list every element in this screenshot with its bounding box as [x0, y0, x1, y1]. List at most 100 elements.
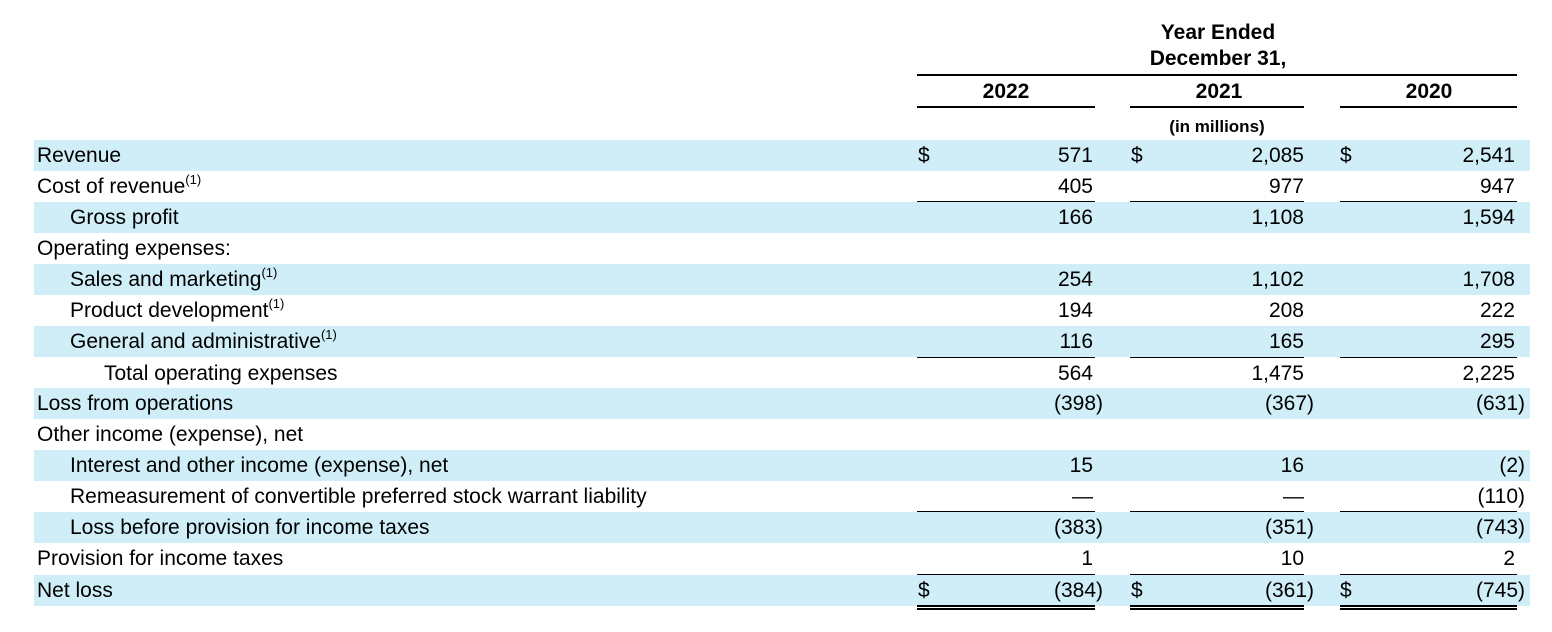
period-header-line2: December 31,: [1149, 47, 1287, 70]
row-label-text: Total operating expenses: [104, 362, 338, 385]
row-label: Other income (expense), net: [37, 419, 303, 450]
row-label: Loss before provision for income taxes: [70, 512, 430, 543]
table-row: Gross profit 166 1,108 1,594: [34, 202, 1530, 233]
row-label: Cost of revenue(1): [37, 171, 201, 202]
row-label: Operating expenses:: [37, 233, 231, 264]
cell-value: 1,475: [1251, 362, 1304, 385]
row-label: Remeasurement of convertible preferred s…: [70, 481, 647, 512]
row-label: Interest and other income (expense), net: [70, 450, 448, 481]
cell-value: (110): [1477, 485, 1525, 508]
cell-value: 166: [1057, 206, 1093, 229]
cell-value: 208: [1268, 299, 1304, 322]
cell-value: (351): [1264, 516, 1314, 539]
footnote-marker: (1): [185, 172, 202, 187]
column-rule-2020: [1340, 106, 1517, 108]
row-label: Revenue: [37, 140, 121, 171]
row-label-text: Cost of revenue: [37, 175, 186, 198]
table-row: Product development(1) 194 208 222: [34, 295, 1530, 326]
subtotal-rule: [1130, 201, 1304, 202]
row-label: Loss from operations: [37, 388, 233, 419]
table-row: Sales and marketing(1) 254 1,102 1,708: [34, 264, 1530, 295]
cell-value: 2,225: [1462, 362, 1515, 385]
table-row: Remeasurement of convertible preferred s…: [34, 481, 1530, 512]
cell-value: 254: [1057, 268, 1093, 291]
cell-value: (2): [1499, 454, 1525, 477]
table-row: Loss before provision for income taxes (3…: [34, 512, 1530, 543]
row-label-text: Revenue: [37, 144, 122, 167]
cell-value: 295: [1479, 330, 1515, 353]
subtotal-rule: [917, 201, 1095, 202]
row-label: General and administrative(1): [70, 326, 337, 357]
row-label: Product development(1): [70, 295, 284, 326]
cell-value: 564: [1057, 362, 1093, 385]
cell-value: 116: [1059, 330, 1093, 353]
cell-value: 1,108: [1251, 206, 1304, 229]
cell-value: —: [1072, 485, 1093, 508]
row-label-text: Gross profit: [70, 206, 179, 229]
currency-symbol: $: [1131, 144, 1143, 167]
cell-value: 194: [1057, 299, 1093, 322]
column-rule-2021: [1130, 106, 1304, 108]
column-header-2022: 2022: [982, 80, 1030, 103]
currency-symbol: $: [918, 579, 930, 602]
cell-value: (367): [1264, 392, 1314, 415]
row-label-text: Product development: [70, 299, 269, 322]
row-label-text: Loss before provision for income taxes: [70, 516, 430, 539]
cell-value: 947: [1479, 175, 1515, 198]
subtotal-rule: [1130, 357, 1304, 358]
subtotal-rule: [1130, 511, 1304, 512]
total-double-rule: [1340, 605, 1517, 610]
cell-value: (745): [1475, 579, 1525, 602]
cell-value: (383): [1053, 516, 1103, 539]
table-row: Other income (expense), net: [34, 419, 1530, 450]
cell-value: (743): [1475, 516, 1525, 539]
total-double-rule: [917, 605, 1095, 610]
cell-value: 10: [1280, 547, 1304, 570]
column-rule-2022: [917, 106, 1095, 108]
subtotal-rule: [1340, 574, 1517, 575]
cell-value: 16: [1280, 454, 1304, 477]
subtotal-rule: [917, 511, 1095, 512]
table-row: Operating expenses:: [34, 233, 1530, 264]
subtotal-rule: [1340, 201, 1517, 202]
cell-value: (631): [1475, 392, 1525, 415]
row-label: Net loss: [37, 575, 113, 606]
cell-value: —: [1283, 485, 1304, 508]
total-double-rule: [1130, 605, 1304, 610]
cell-value: 977: [1268, 175, 1304, 198]
table-row: Revenue $ $ $571 2,085 2,541: [34, 140, 1530, 171]
subtotal-rule: [917, 574, 1095, 575]
row-label-text: Remeasurement of convertible preferred s…: [70, 485, 647, 508]
footnote-marker: (1): [268, 296, 285, 311]
table-row: Total operating expenses 564 1,475 2,225: [34, 358, 1530, 389]
currency-symbol: $: [1131, 579, 1143, 602]
column-header-2021: 2021: [1195, 80, 1243, 103]
cell-value: 1,594: [1462, 206, 1515, 229]
table-row: Interest and other income (expense), net…: [34, 450, 1530, 481]
currency-symbol: $: [1340, 579, 1352, 602]
subtotal-rule: [1340, 511, 1517, 512]
table-row: Provision for income taxes 1 10 2: [34, 543, 1530, 574]
row-label-text: Operating expenses:: [37, 237, 231, 260]
cell-value: 2: [1503, 547, 1515, 570]
row-label-text: Provision for income taxes: [37, 547, 284, 570]
cell-value: 222: [1479, 299, 1515, 322]
table-row: Net loss $ $ $ (384) (361) (745): [34, 575, 1530, 606]
table-row: Loss from operations (398) (367) (631): [34, 388, 1530, 419]
row-label-text: Interest and other income (expense), net: [70, 454, 449, 477]
cell-value: (384): [1053, 579, 1103, 602]
cell-value: 405: [1057, 175, 1093, 198]
period-header: Year Ended December 31,: [1118, 20, 1318, 72]
cell-value: 571: [1057, 144, 1093, 167]
cell-value: 15: [1069, 454, 1093, 477]
cell-value: 2,541: [1462, 144, 1515, 167]
row-label: Total operating expenses: [104, 358, 338, 389]
period-header-line1: Year Ended: [1160, 21, 1276, 44]
subtotal-rule: [1130, 574, 1304, 575]
row-label-text: Loss from operations: [37, 392, 234, 415]
row-label-text: Sales and marketing: [70, 268, 262, 291]
units-label: (in millions): [1169, 117, 1265, 136]
column-header-2020: 2020: [1405, 80, 1453, 103]
subtotal-rule: [1340, 357, 1517, 358]
period-header-rule: [917, 74, 1517, 76]
